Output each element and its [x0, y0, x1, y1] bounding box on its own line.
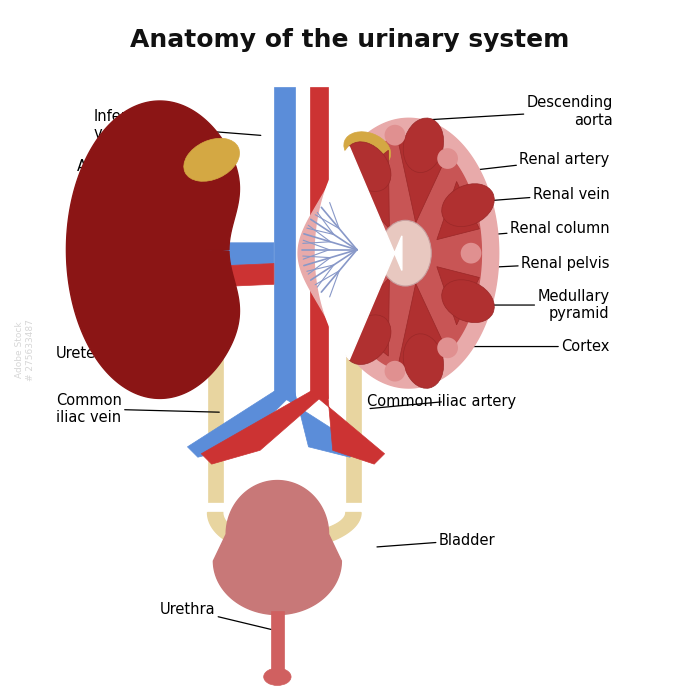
Text: Medullary
pyramid: Medullary pyramid — [439, 289, 610, 321]
Ellipse shape — [384, 360, 405, 382]
Polygon shape — [398, 139, 449, 223]
Polygon shape — [271, 611, 284, 673]
Polygon shape — [336, 136, 482, 371]
Polygon shape — [437, 267, 480, 325]
Polygon shape — [274, 391, 360, 457]
Polygon shape — [66, 101, 239, 398]
Ellipse shape — [316, 234, 371, 273]
Ellipse shape — [344, 142, 391, 192]
Polygon shape — [310, 391, 384, 464]
Text: # 275633487: # 275633487 — [26, 319, 35, 381]
Ellipse shape — [342, 295, 363, 316]
Text: Anatomy of the urinary system: Anatomy of the urinary system — [130, 29, 570, 52]
Polygon shape — [274, 88, 295, 398]
Ellipse shape — [403, 334, 444, 388]
Polygon shape — [230, 512, 361, 552]
Ellipse shape — [438, 337, 458, 358]
Polygon shape — [316, 146, 402, 360]
Ellipse shape — [384, 125, 405, 146]
Text: Renal pelvis: Renal pelvis — [429, 256, 610, 271]
Polygon shape — [202, 391, 328, 464]
Ellipse shape — [342, 190, 363, 211]
Text: Adobe Stock: Adobe Stock — [15, 322, 24, 378]
Ellipse shape — [264, 668, 291, 685]
Text: Right
kidney: Right kidney — [77, 206, 157, 239]
Text: Renal vein: Renal vein — [439, 187, 610, 204]
Ellipse shape — [184, 139, 239, 181]
Polygon shape — [207, 191, 223, 502]
Polygon shape — [188, 391, 295, 457]
Polygon shape — [347, 277, 389, 356]
Ellipse shape — [442, 280, 494, 323]
Text: Cortex: Cortex — [463, 339, 610, 354]
Text: Bladder: Bladder — [377, 533, 496, 547]
Text: Common
iliac vein: Common iliac vein — [56, 393, 219, 425]
Polygon shape — [347, 150, 389, 229]
Polygon shape — [437, 181, 480, 239]
Polygon shape — [298, 118, 498, 388]
Polygon shape — [346, 191, 361, 502]
Text: Renal column: Renal column — [436, 221, 610, 239]
Polygon shape — [214, 481, 342, 615]
Polygon shape — [310, 88, 328, 398]
Ellipse shape — [442, 183, 494, 227]
Text: Renal artery: Renal artery — [446, 153, 610, 174]
Polygon shape — [343, 227, 378, 279]
Ellipse shape — [344, 315, 391, 365]
Polygon shape — [195, 263, 274, 288]
Polygon shape — [195, 243, 274, 267]
Text: Ureter: Ureter — [56, 346, 185, 361]
Ellipse shape — [438, 148, 458, 169]
Text: Common iliac artery: Common iliac artery — [367, 394, 516, 410]
Text: Urethra: Urethra — [160, 602, 271, 629]
Text: Inferior
vena cava: Inferior vena cava — [94, 109, 261, 141]
Ellipse shape — [344, 132, 391, 167]
Ellipse shape — [403, 118, 444, 172]
Polygon shape — [328, 260, 368, 284]
Polygon shape — [207, 512, 294, 552]
Polygon shape — [328, 239, 368, 263]
Ellipse shape — [379, 220, 431, 286]
Ellipse shape — [461, 243, 482, 263]
Text: Adrenal gland: Adrenal gland — [77, 159, 212, 174]
Polygon shape — [398, 284, 449, 367]
Text: Descending
aorta: Descending aorta — [398, 95, 612, 127]
